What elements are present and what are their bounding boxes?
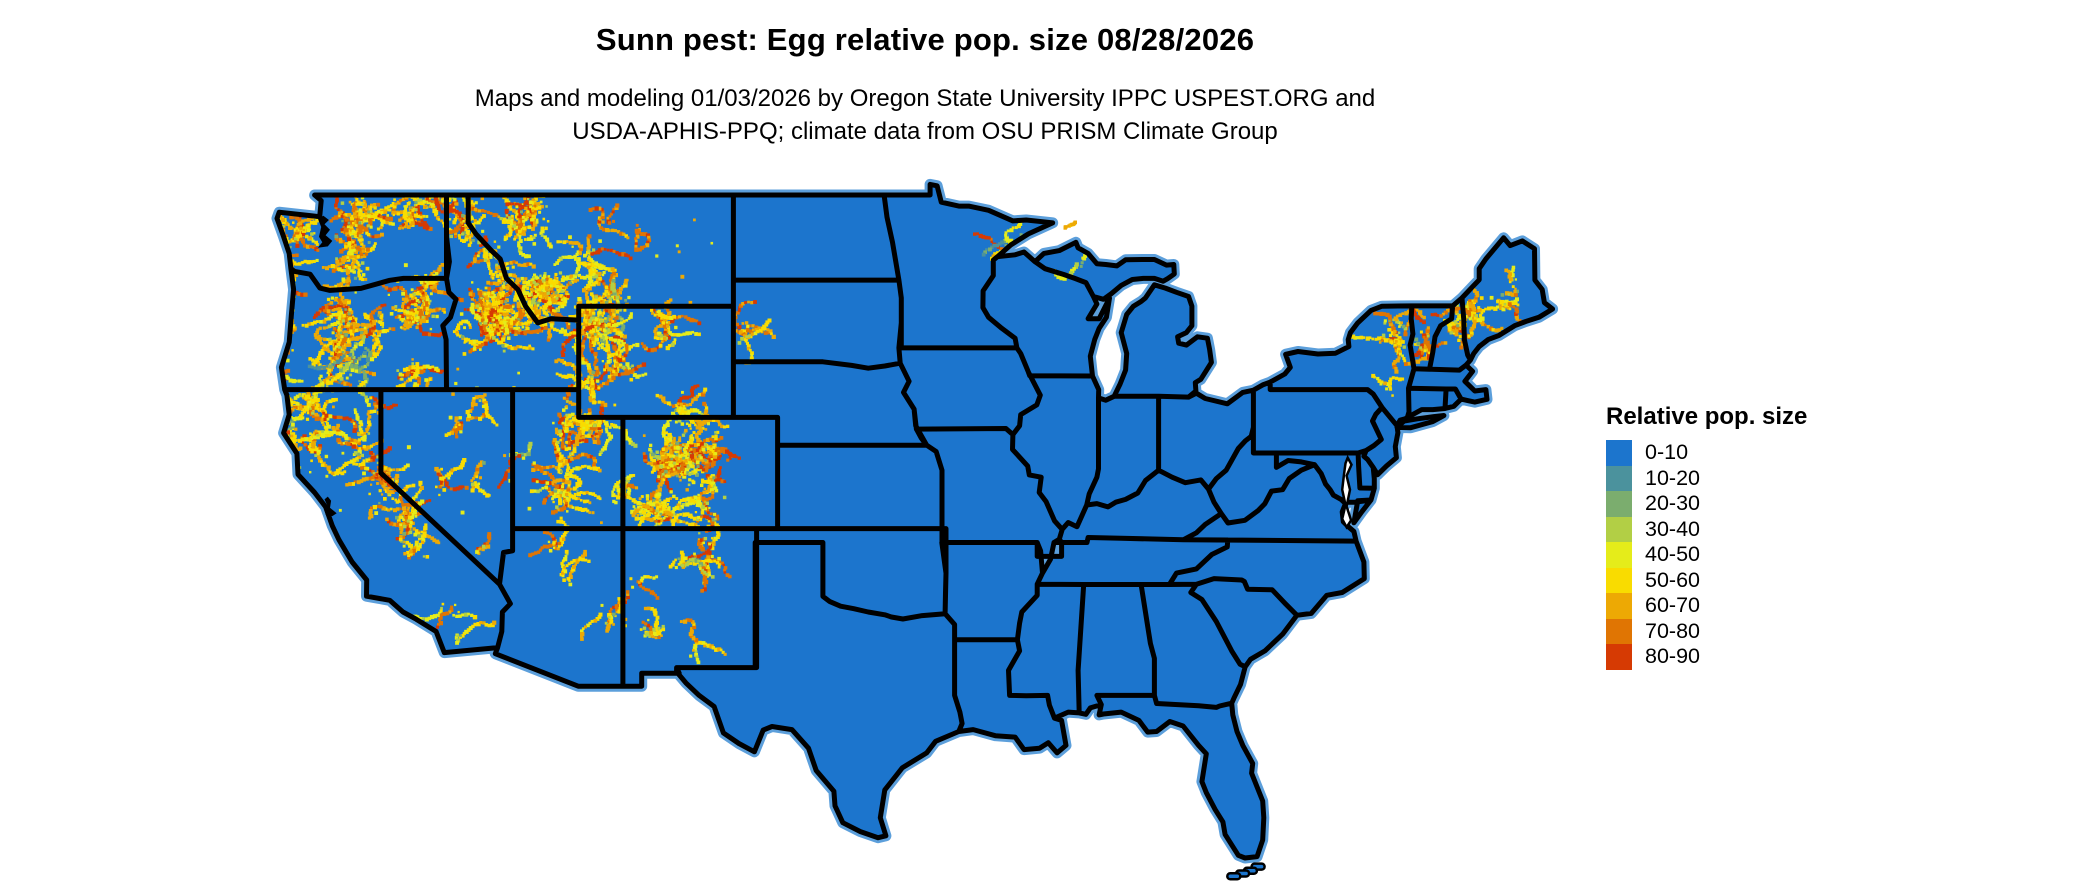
legend-swatch: [1606, 593, 1632, 619]
legend-item: 80-90: [1606, 644, 1906, 670]
legend-swatch: [1606, 644, 1632, 670]
legend-item: 10-20: [1606, 465, 1906, 491]
legend-swatch: [1606, 618, 1632, 644]
legend-item: 50-60: [1606, 567, 1906, 593]
legend-label: 20-30: [1645, 491, 1700, 515]
isle-royale-speckles: [1063, 220, 1077, 230]
legend-swatch: [1606, 465, 1632, 491]
legend-label: 80-90: [1645, 644, 1700, 668]
legend-item: 70-80: [1606, 618, 1906, 644]
puget-sound: [317, 215, 333, 248]
legend-item: 0-10: [1606, 440, 1906, 466]
san-francisco-bay: [324, 496, 337, 517]
legend-item: 30-40: [1606, 516, 1906, 542]
legend-swatch: [1606, 567, 1632, 593]
legend-swatch: [1606, 491, 1632, 517]
legend-item: 40-50: [1606, 542, 1906, 568]
legend-swatch: [1606, 542, 1632, 568]
florida-keys: [1226, 862, 1266, 881]
population-speckles: [277, 184, 1546, 665]
page-subtitle: Maps and modeling 01/03/2026 by Oregon S…: [0, 82, 1850, 148]
legend-label: 0-10: [1645, 440, 1689, 464]
legend-label: 10-20: [1645, 465, 1700, 490]
legend-item: 20-30: [1606, 491, 1906, 517]
legend-item: 60-70: [1606, 593, 1906, 619]
state-borders: [274, 181, 1556, 861]
legend: Relative pop. size 0-10 10-20 20-30 30-40 40…: [1606, 403, 1906, 670]
subtitle-line-2: USDA-APHIS-PPQ; climate data from OSU PR…: [572, 118, 1278, 145]
chesapeake-bay: [1340, 454, 1353, 530]
subtitle-line-1: Maps and modeling 01/03/2026 by Oregon S…: [474, 85, 1376, 112]
legend-label: 40-50: [1645, 542, 1700, 566]
legend-label: 30-40: [1645, 516, 1700, 541]
legend-swatch: [1606, 516, 1632, 542]
legend-label: 50-60: [1645, 567, 1700, 592]
page-title: Sunn pest: Egg relative pop. size 08/28/…: [595, 22, 1255, 57]
legend-swatch: [1606, 440, 1632, 466]
legend-items: 0-10 10-20 20-30 30-40 40-50 50-60 60-70 70-80 8…: [1606, 440, 1906, 670]
legend-label: 70-80: [1645, 618, 1700, 643]
legend-title: Relative pop. size: [1606, 403, 1808, 430]
legend-label: 60-70: [1645, 593, 1700, 617]
